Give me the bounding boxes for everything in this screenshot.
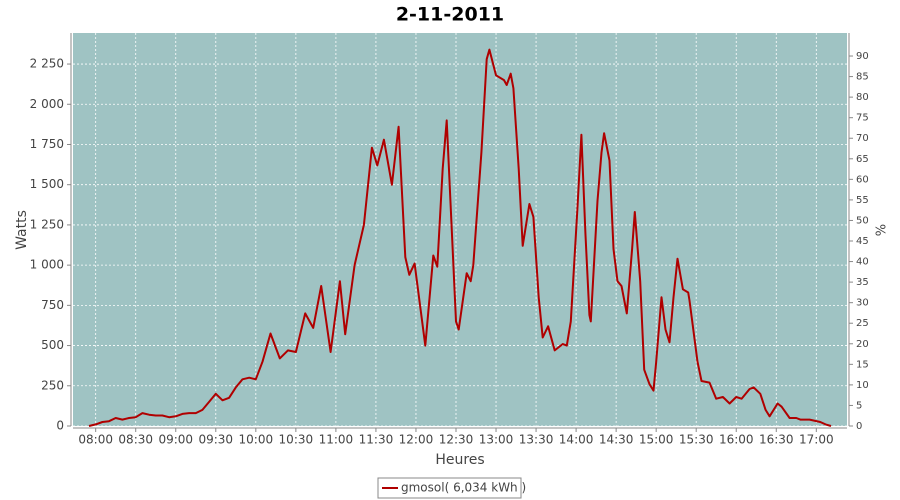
y-tick-label: 2 000 xyxy=(30,97,64,111)
x-tick-label: 15:00 xyxy=(639,433,674,447)
x-tick-label: 11:00 xyxy=(319,433,354,447)
y2-tick-label: 25 xyxy=(856,318,869,329)
x-tick-label: 08:30 xyxy=(118,433,153,447)
y2-tick-label: 90 xyxy=(856,51,869,62)
x-tick-label: 10:30 xyxy=(279,433,314,447)
x-tick-label: 09:00 xyxy=(158,433,193,447)
y2-tick-label: 10 xyxy=(856,380,869,391)
x-tick-label: 12:30 xyxy=(439,433,474,447)
x-tick-label: 14:00 xyxy=(559,433,594,447)
y-tick-label: 1 250 xyxy=(30,217,64,231)
y2-tick-label: 35 xyxy=(856,277,869,288)
y2-tick-label: 30 xyxy=(856,298,869,309)
legend-label: gmosol( 6,034 kWh ) xyxy=(401,481,526,495)
x-tick-label: 16:30 xyxy=(759,433,794,447)
y2-tick-label: 80 xyxy=(856,92,869,103)
y-tick-label: 250 xyxy=(41,378,64,392)
y-tick-label: 1 500 xyxy=(30,177,64,191)
y2-tick-label: 50 xyxy=(856,215,869,226)
y2-tick-label: 5 xyxy=(856,400,862,411)
x-tick-label: 12:00 xyxy=(399,433,434,447)
y2-tick-label: 45 xyxy=(856,236,869,247)
y-tick-label: 1 000 xyxy=(30,258,64,272)
x-tick-label: 16:00 xyxy=(719,433,754,447)
x-tick-label: 10:00 xyxy=(239,433,274,447)
y2-tick-label: 0 xyxy=(856,421,862,432)
y-tick-label: 500 xyxy=(41,338,64,352)
x-tick-label: 17:00 xyxy=(799,433,834,447)
legend-box xyxy=(377,477,522,499)
x-tick-label: 09:30 xyxy=(198,433,233,447)
y-tick-label: 0 xyxy=(56,419,64,433)
y2-tick-label: 70 xyxy=(856,133,869,144)
x-tick-label: 08:00 xyxy=(78,433,113,447)
y2-axis-label: % xyxy=(875,224,890,236)
x-tick-label: 13:30 xyxy=(519,433,554,447)
chart-title: 2-11-2011 xyxy=(396,4,504,26)
y2-tick-label: 65 xyxy=(856,154,869,165)
y2-tick-label: 20 xyxy=(856,339,869,350)
y2-tick-label: 85 xyxy=(856,72,869,83)
x-tick-label: 13:00 xyxy=(479,433,514,447)
y2-tick-label: 40 xyxy=(856,257,869,268)
x-tick-label: 11:30 xyxy=(359,433,394,447)
y-tick-label: 2 250 xyxy=(30,57,64,71)
x-tick-label: 15:30 xyxy=(679,433,714,447)
y2-tick-label: 60 xyxy=(856,174,869,185)
y-axis-label: Watts xyxy=(14,210,30,250)
x-tick-label: 14:30 xyxy=(599,433,634,447)
y2-tick-label: 15 xyxy=(856,359,869,370)
y2-tick-label: 55 xyxy=(856,195,869,206)
x-axis-label: Heures xyxy=(435,452,484,468)
series-line xyxy=(88,48,832,427)
y2-tick-label: 75 xyxy=(856,113,869,124)
y-tick-label: 1 750 xyxy=(30,137,64,151)
y-tick-label: 750 xyxy=(41,298,64,312)
plot-area xyxy=(73,33,847,426)
